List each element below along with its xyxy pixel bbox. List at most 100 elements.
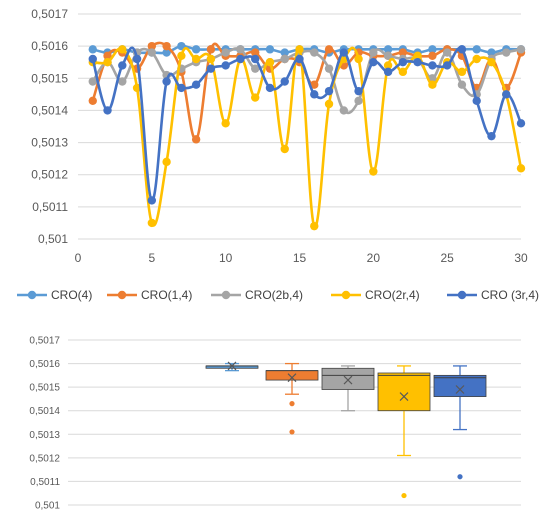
data-point	[339, 48, 348, 57]
mean-marker	[343, 375, 353, 385]
data-point	[206, 45, 216, 54]
outlier-point	[401, 492, 407, 499]
data-point	[191, 54, 201, 64]
data-point	[191, 80, 201, 89]
data-point	[398, 48, 408, 57]
y-tick-label: 0,5014	[31, 103, 68, 117]
data-point	[177, 51, 186, 60]
data-point	[206, 54, 216, 64]
legend-label: CRO(2b,4)	[245, 288, 303, 302]
data-point	[132, 54, 142, 64]
data-point	[265, 45, 275, 54]
y-tick-label: 0,5016	[31, 39, 68, 53]
legend-label: CRO(2r,4)	[365, 288, 420, 302]
data-point	[147, 196, 157, 205]
data-point	[354, 54, 363, 64]
data-point	[457, 67, 467, 77]
data-point	[369, 58, 378, 67]
data-point	[516, 119, 526, 128]
data-point	[280, 54, 289, 64]
legend-label: CRO(1,4)	[141, 288, 192, 302]
data-point	[221, 48, 230, 57]
data-point	[383, 61, 393, 70]
outlier-point	[457, 474, 463, 480]
line-chart-series	[88, 41, 526, 231]
box-CRO(1,4)	[265, 362, 319, 435]
data-point	[324, 99, 334, 109]
box-CRO(2b,4)	[321, 365, 375, 412]
box-plot-gridlines	[68, 339, 521, 506]
x-tick-label: 30	[514, 251, 528, 265]
legend-marker	[457, 290, 467, 300]
data-point	[103, 106, 112, 115]
y-tick-label: 0,5012	[29, 453, 60, 464]
data-point	[88, 45, 97, 54]
data-point	[472, 54, 481, 64]
data-point	[118, 77, 127, 86]
x-tick-label: 0	[75, 251, 82, 265]
data-point	[191, 135, 201, 144]
data-point	[88, 96, 97, 105]
data-point	[310, 90, 319, 99]
y-tick-label: 0,5011	[32, 200, 68, 214]
data-point	[265, 83, 275, 93]
data-point	[265, 58, 275, 67]
data-point	[354, 96, 363, 105]
data-point	[383, 45, 393, 54]
data-point	[162, 48, 171, 57]
legend-item: CRO(4)	[17, 288, 92, 302]
legend-marker	[27, 290, 37, 300]
data-point	[428, 80, 437, 89]
data-point	[310, 48, 319, 57]
data-point	[413, 51, 422, 60]
data-point	[339, 106, 348, 115]
data-point	[428, 61, 437, 70]
legend-item: CRO (3r,4)	[447, 288, 539, 302]
x-tick-label: 10	[219, 251, 233, 265]
data-point	[369, 167, 378, 176]
data-point	[191, 45, 201, 54]
data-point	[324, 64, 334, 73]
data-point	[236, 45, 245, 54]
data-point	[295, 45, 304, 54]
box-CRO (3r,4)	[433, 365, 487, 480]
data-point	[487, 58, 496, 67]
data-point	[472, 45, 481, 54]
data-point	[442, 48, 452, 57]
box-plot-y-axis: 0,501 0,5011 0,5012 0,5013 0,5014 0,5015 0,501…	[29, 336, 60, 512]
data-point	[88, 54, 97, 64]
data-point	[383, 67, 393, 77]
data-point	[251, 54, 260, 64]
data-point	[442, 61, 452, 70]
data-point	[398, 67, 408, 77]
data-point	[324, 45, 334, 54]
y-tick-label: 0,5017	[29, 336, 60, 347]
data-point	[162, 41, 171, 51]
data-point	[324, 86, 334, 96]
data-point	[457, 45, 467, 54]
y-tick-label: 0,501	[35, 501, 60, 512]
data-point	[177, 83, 186, 93]
y-tick-label: 0,5012	[31, 168, 68, 182]
box-iqr	[265, 370, 319, 381]
data-point	[310, 221, 319, 231]
y-tick-label: 0,5015	[31, 71, 68, 85]
y-tick-label: 0,5016	[29, 359, 60, 370]
data-point	[516, 164, 526, 173]
data-point	[118, 61, 127, 70]
legend-label: CRO(4)	[51, 288, 92, 302]
data-point	[295, 54, 304, 64]
y-tick-label: 0,5015	[29, 383, 60, 394]
data-point	[457, 80, 467, 89]
y-tick-label: 0,5011	[30, 477, 60, 488]
data-point	[221, 119, 230, 128]
data-point	[369, 48, 378, 57]
mean-marker	[227, 361, 237, 371]
legend-item: CRO(2r,4)	[331, 288, 420, 302]
data-point	[118, 45, 127, 54]
legend-label: CRO (3r,4)	[481, 288, 539, 302]
data-point	[103, 51, 112, 60]
box-CRO(4)	[205, 361, 259, 372]
data-point	[280, 144, 289, 154]
outlier-point	[289, 401, 295, 407]
